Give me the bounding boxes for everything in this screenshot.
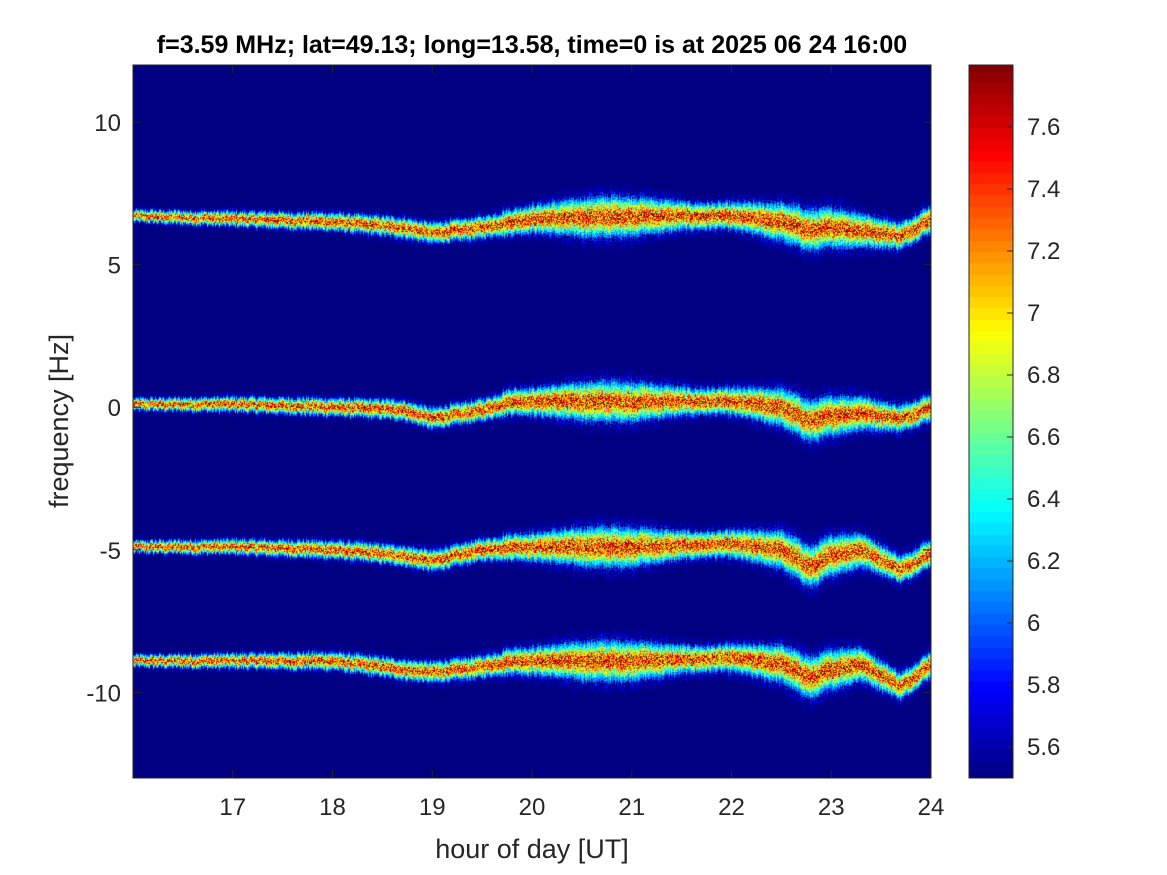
y-tick-label: 0: [108, 395, 121, 422]
x-tick-label: 23: [818, 794, 845, 821]
colorbar-tick-label: 6.6: [1027, 424, 1060, 451]
x-axis-label: hour of day [UT]: [435, 834, 629, 864]
x-tick-label: 22: [718, 794, 745, 821]
colorbar-tick-label: 7.4: [1027, 176, 1060, 203]
colorbar-gradient: [969, 65, 1013, 778]
colorbar-tick-label: 7.6: [1027, 114, 1060, 141]
colorbar-tick-label: 6.2: [1027, 548, 1060, 575]
spectrogram-heatmap: [133, 65, 931, 778]
y-tick-label: 10: [94, 110, 121, 137]
colorbar-tick-label: 6.8: [1027, 362, 1060, 389]
y-axis-label: frequency [Hz]: [44, 334, 74, 508]
chart-title: f=3.59 MHz; lat=49.13; long=13.58, time=…: [157, 31, 907, 59]
colorbar-tick-label: 6: [1027, 610, 1040, 637]
x-tick-label: 18: [319, 794, 346, 821]
colorbar-tick-label: 5.8: [1027, 672, 1060, 699]
colorbar-frame: [968, 64, 1014, 779]
x-tick-label: 24: [918, 794, 945, 821]
x-tick-label: 20: [519, 794, 546, 821]
colorbar-axis: 5.6 5.8 6 6.2 6.4 6.6 6.8 7 7.2 7.4 7.6: [1007, 114, 1060, 761]
y-tick-label: -5: [100, 538, 121, 565]
x-tick-label: 17: [219, 794, 246, 821]
colorbar-tick-label: 7.2: [1027, 238, 1060, 265]
colorbar-tick-label: 5.6: [1027, 734, 1060, 761]
x-axis: 17 18 19 20 21 22 23 24: [219, 65, 944, 821]
plot-area: 17 18 19 20 21 22 23 24 10 5 0 -5 -10: [86, 64, 944, 821]
y-axis: 10 5 0 -5 -10: [86, 110, 931, 707]
y-tick-label: -10: [86, 680, 121, 707]
colorbar: 5.6 5.8 6 6.2 6.4 6.6 6.8 7 7.2 7.4 7.6: [968, 64, 1060, 779]
y-tick-label: 5: [108, 253, 121, 280]
colorbar-tick-label: 7: [1027, 300, 1040, 327]
x-tick-label: 21: [618, 794, 645, 821]
colorbar-tick-label: 6.4: [1027, 486, 1060, 513]
x-tick-label: 19: [419, 794, 446, 821]
